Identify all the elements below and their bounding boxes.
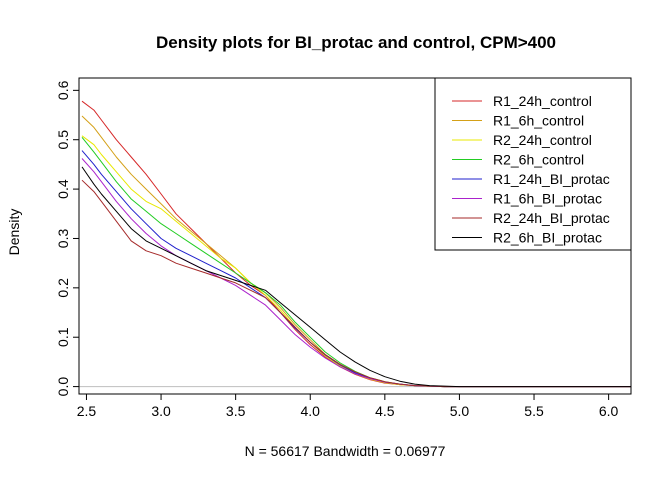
y-tick-label: 0.0	[55, 377, 71, 397]
y-tick-label: 0.3	[55, 229, 71, 249]
y-tick-label: 0.5	[55, 130, 71, 150]
x-tick-label: 5.5	[524, 403, 544, 419]
legend: R1_24h_control R1_6h_control R2_24h_contro…	[434, 77, 632, 251]
x-tick-label: 4.5	[375, 403, 395, 419]
x-tick-label: 3.0	[151, 403, 171, 419]
x-tick-label: 3.5	[226, 403, 246, 419]
x-tick-label: 2.5	[77, 403, 97, 419]
legend-label: R1_6h_control	[493, 113, 584, 129]
series-layer	[81, 100, 631, 388]
y-axis: 0.0 0.1 0.2 0.3 0.4 0.5 0.6	[55, 80, 80, 397]
legend-label: R2_6h_BI_protac	[493, 230, 602, 246]
legend-label: R1_6h_BI_protac	[493, 191, 602, 207]
legend-label: R1_24h_control	[493, 93, 592, 109]
y-tick-label: 0.1	[55, 327, 71, 347]
legend-box	[434, 77, 632, 251]
y-tick-label: 0.6	[55, 80, 71, 100]
y-tick-label: 0.2	[55, 278, 71, 298]
legend-label: R2_24h_control	[493, 132, 592, 148]
legend-label: R2_6h_control	[493, 152, 584, 168]
series-line-r2-24h-bi-protac	[81, 179, 631, 388]
y-axis-label: Density	[6, 209, 22, 256]
x-axis-label: N = 56617 Bandwidth = 0.06977	[245, 443, 446, 459]
x-tick-label: 6.0	[599, 403, 619, 419]
x-tick-label: 5.0	[450, 403, 470, 419]
series-line-r2-6h-bi-protac	[81, 166, 631, 388]
legend-label: R2_24h_BI_protac	[493, 210, 610, 226]
chart-title: Density plots for BI_protac and control,…	[156, 33, 556, 52]
x-tick-label: 4.0	[301, 403, 321, 419]
y-tick-label: 0.4	[55, 179, 71, 199]
legend-label: R1_24h_BI_protac	[493, 171, 610, 187]
x-axis: 2.5 3.0 3.5 4.0 4.5 5.0 5.5 6.0	[77, 393, 619, 419]
